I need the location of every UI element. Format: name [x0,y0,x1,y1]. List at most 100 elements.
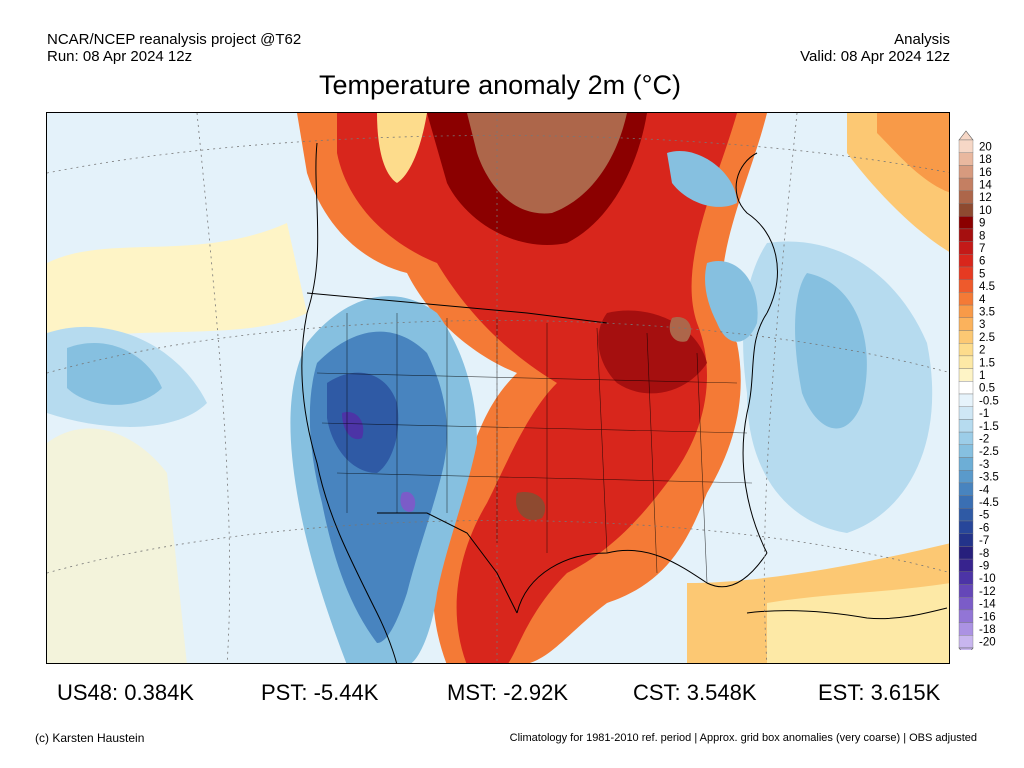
colorbar-tick-label: -4 [979,484,990,496]
colorbar-tick-label: -1.5 [979,421,999,433]
colorbar-swatch [958,406,974,420]
gulf-coastline [516,549,768,614]
colorbar-swatch [958,622,974,636]
stat-pst: PST: -5.44K [261,680,379,705]
colorbar-swatch [958,152,974,166]
colorbar-swatch [958,508,974,522]
colorbar-swatch [958,609,974,623]
colorbar-swatch [958,470,974,484]
credit-label: (c) Karsten Haustein [35,731,145,745]
colorbar-swatch [958,254,974,268]
warm-region-mid [337,113,737,663]
analysis-label: Analysis [894,31,950,48]
warm-band-southwest [47,428,187,663]
colorbar-tick-label: -4.5 [979,497,999,509]
colorbar-tick-label: 12 [979,192,992,204]
colorbar-swatch [958,190,974,204]
colorbar-tick-label: -1 [979,408,989,420]
colorbar-tick-label: -8 [979,548,989,560]
colorbar-tick-label: -2.5 [979,446,999,458]
colorbar-tick-label: -12 [979,586,996,598]
colorbar-swatch [958,215,974,230]
colorbar-swatch [958,292,974,306]
run-label: Run: 08 Apr 2024 12z [47,48,193,65]
colorbar-swatch [958,431,974,446]
colorbar-tick-label: 14 [979,179,992,191]
colorbar-swatch [958,444,974,458]
colorbar-tick-label: -20 [979,637,996,649]
colorbar-swatch [958,330,974,344]
caribbean-islands [746,607,948,620]
colorbar-tick-label: -9 [979,560,989,572]
colorbar-tick-label: 2 [979,345,985,357]
colorbar-swatch [958,279,974,293]
colorbar-swatch [958,139,974,153]
colorbar-swatch [958,177,974,191]
cold-spot-nevada [342,412,364,440]
maritime-coastline [735,152,778,314]
colorbar-tick-label: 20 [979,141,992,153]
us-canada-border [306,292,608,324]
colorbar: 20 18 16 14 12 10 9 8 7 6 5 4.5 4 3.5 3 2.5 2 1.5 1 0.5 -0.5… [955,130,1015,658]
warm-band-pacific [47,223,307,343]
colorbar-swatch [958,393,974,407]
colorbar-tick-label: -2 [979,433,989,445]
colorbar-tick-label: 8 [979,230,985,242]
colorbar-swatch [958,546,974,560]
colorbar-swatch [958,558,974,573]
cold-region-core [327,372,399,473]
colorbar-tick-label: -18 [979,624,996,636]
cold-spot-newmexico [400,491,416,512]
colorbar-tick-label: 1 [979,370,985,382]
colorbar-tick-label: 16 [979,167,992,179]
colorbar-tick-label: -16 [979,611,996,623]
colorbar-tick-label: -3.5 [979,472,999,484]
colorbar-swatch [958,419,974,433]
colorbar-tick-label: 1.5 [979,357,995,369]
pacific-coastline [301,142,398,663]
us-mexico-border [377,512,518,614]
colorbar-tick-label: 3 [979,319,985,331]
cold-core-pacific [67,342,162,405]
warm-core-northeast [877,113,949,193]
warm-spot-oklahoma [516,492,546,521]
colorbar-tick-label: 3.5 [979,306,995,318]
colorbar-tick-label: -0.5 [979,395,999,407]
colorbar-swatch [958,635,974,649]
colorbar-tick-label: -14 [979,599,996,611]
stat-est: EST: 3.615K [818,680,941,705]
coastlines [301,142,948,663]
colorbar-swatch [958,597,974,611]
colorbar-swatch [958,533,974,547]
source-label: NCAR/NCEP reanalysis project @T62 [47,31,302,48]
colorbar-tick-label: 4.5 [979,281,995,293]
colorbar-tick-label: 10 [979,205,992,217]
colorbar-tick-label: 7 [979,243,985,255]
stat-us48: US48: 0.384K [57,680,194,705]
colorbar-swatch [958,228,974,242]
colorbar-tick-label: -3 [979,459,989,471]
colorbar-swatch [958,304,974,319]
colorbar-swatch [958,368,974,382]
warm-region-peak [467,113,627,214]
colorbar-swatch [958,571,974,585]
colorbar-swatch [958,241,974,255]
valid-label: Valid: 08 Apr 2024 12z [800,48,950,65]
colorbar-swatch [958,355,974,369]
mild-band-caribbean [767,583,949,663]
colorbar-swatch [958,482,974,496]
colorbar-svg: 201816141210987654.543.532.521.510.5-0.5… [958,130,999,658]
colorbar-tick-label: -7 [979,535,989,547]
stat-cst: CST: 3.548K [633,680,757,705]
colorbar-swatch [958,495,974,509]
cold-patch-labrador [667,151,737,207]
graticule [47,113,949,663]
colorbar-tick-label: 2.5 [979,332,995,344]
cold-core-atlantic [795,273,867,429]
colorbar-tick-label: -10 [979,573,996,585]
colorbar-tick-label: 0.5 [979,383,995,395]
state-borders [316,313,753,584]
cold-patch-maritimes [705,261,758,342]
colorbar-tick-label: 4 [979,294,986,306]
colorbar-tick-label: 18 [979,154,992,166]
